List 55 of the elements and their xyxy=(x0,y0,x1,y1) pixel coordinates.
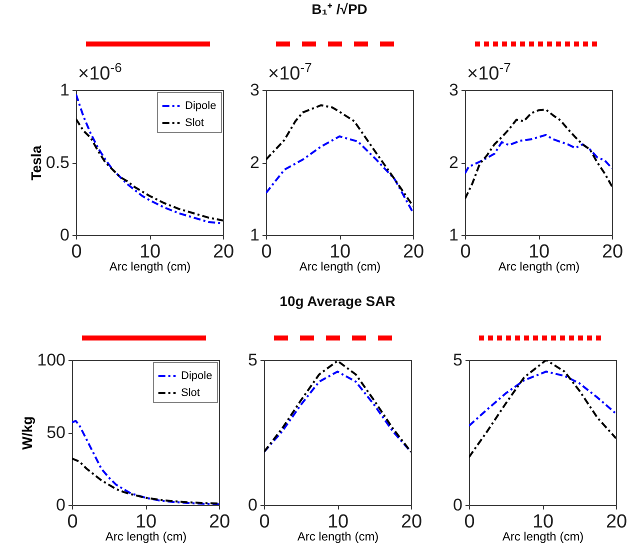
line-series xyxy=(469,360,616,458)
y-tick-label: 1 xyxy=(250,226,260,244)
x-axis-title: Arc length (cm) xyxy=(109,260,191,274)
line-series xyxy=(469,370,616,427)
chart-title: B₁⁺ /√PD xyxy=(312,1,368,17)
line-series xyxy=(72,420,219,505)
x-tick-label: 20 xyxy=(400,512,422,532)
x-tick-label: 10 xyxy=(329,242,351,262)
x-axis-title: Arc length (cm) xyxy=(297,530,379,544)
line-series xyxy=(266,104,413,207)
y-axis-title: Tesla xyxy=(28,145,44,180)
x-tick-label: 10 xyxy=(532,512,554,532)
x-tick-label: 20 xyxy=(208,512,230,532)
y-tick-label: 0 xyxy=(60,226,70,244)
x-tick-label: 20 xyxy=(602,242,624,262)
line-series xyxy=(72,458,219,505)
x-tick-label: 10 xyxy=(528,242,550,262)
x-axis-title: Arc length (cm) xyxy=(502,530,584,544)
x-tick-label: 20 xyxy=(606,512,628,532)
y-tick-label: 50 xyxy=(46,423,66,442)
x-axis-title: Arc length (cm) xyxy=(299,260,381,274)
y-tick-label: 2 xyxy=(449,153,458,172)
legend-label: Slot xyxy=(185,117,204,129)
y-tick-label: 3 xyxy=(449,80,458,100)
line-series xyxy=(76,118,223,222)
legend-label: Dipole xyxy=(185,100,216,112)
x-tick-label: 20 xyxy=(212,242,234,262)
y-tick-label: 5 xyxy=(248,350,258,370)
y-tick-label: 0 xyxy=(453,496,462,514)
text: ×10$^{-7}$ xyxy=(467,60,511,86)
x-tick-label: 20 xyxy=(402,242,424,262)
line-series xyxy=(465,134,612,174)
x-axis-title: Arc length (cm) xyxy=(498,260,580,274)
chart-title: 10g Average SAR xyxy=(280,293,396,309)
x-tick-label: 10 xyxy=(327,512,349,532)
x-tick-label: 10 xyxy=(135,512,157,532)
line-series xyxy=(266,135,413,214)
y-axis-title: W/kg xyxy=(19,416,36,450)
line-series xyxy=(76,93,223,224)
legend-label: Dipole xyxy=(181,370,212,382)
y-tick-label: 0 xyxy=(248,496,258,514)
y-tick-label: 0 xyxy=(56,496,66,514)
y-tick-label: 0.5 xyxy=(46,153,70,172)
y-tick-label: 100 xyxy=(37,350,66,370)
line-series xyxy=(465,108,612,200)
y-tick-label: 1 xyxy=(60,80,70,100)
y-tick-label: 1 xyxy=(449,226,458,244)
y-tick-label: 5 xyxy=(453,350,462,370)
text: ×10$^{-7}$ xyxy=(268,60,312,86)
text: ×10$^{-6}$ xyxy=(78,60,122,86)
x-tick-label: 10 xyxy=(139,242,161,262)
x-axis-title: Arc length (cm) xyxy=(105,530,187,544)
legend-label: Slot xyxy=(181,387,200,399)
y-tick-label: 3 xyxy=(250,80,260,100)
y-tick-label: 2 xyxy=(250,153,260,172)
